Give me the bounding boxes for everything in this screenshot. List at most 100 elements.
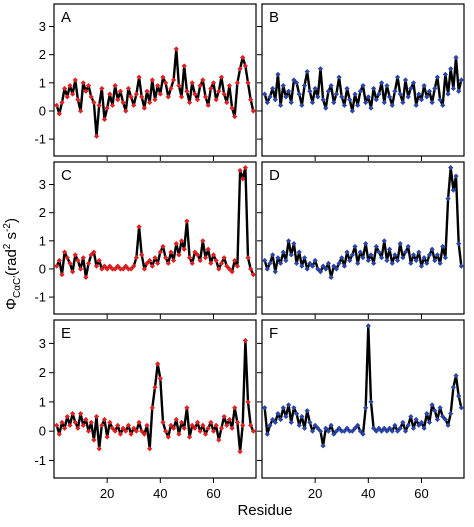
data-point xyxy=(141,105,147,111)
data-point xyxy=(96,257,102,264)
panel-a-frame xyxy=(53,3,257,157)
data-point xyxy=(365,323,371,329)
data-point xyxy=(400,419,406,426)
data-point xyxy=(429,246,435,252)
panel-b-frame xyxy=(261,3,465,157)
data-point xyxy=(205,425,211,431)
data-point xyxy=(280,83,286,89)
x-axis-title: Residue xyxy=(237,502,292,519)
data-point xyxy=(317,428,324,434)
data-point xyxy=(355,102,361,108)
data-point xyxy=(320,443,326,449)
data-point xyxy=(317,269,324,275)
data-point xyxy=(184,88,190,94)
data-point xyxy=(109,425,116,431)
data-point xyxy=(128,266,134,272)
data-point xyxy=(216,88,222,94)
data-point xyxy=(165,260,171,266)
data-point xyxy=(453,54,459,61)
data-point xyxy=(213,257,219,264)
data-point xyxy=(368,252,374,258)
data-point xyxy=(186,434,193,440)
y-tick-label: 1 xyxy=(39,233,46,248)
data-point xyxy=(160,419,166,426)
data-point xyxy=(437,405,443,411)
data-point xyxy=(70,91,76,97)
data-point xyxy=(288,419,294,426)
data-point xyxy=(176,431,182,437)
data-point xyxy=(123,263,129,269)
panel-f: 20 40 60 F xyxy=(257,319,465,501)
data-point xyxy=(336,425,342,431)
data-point xyxy=(408,85,414,92)
data-point xyxy=(410,80,417,86)
data-point xyxy=(171,425,177,431)
data-point xyxy=(221,91,227,97)
data-point xyxy=(400,99,406,106)
data-point xyxy=(363,241,369,247)
data-point xyxy=(341,102,347,108)
data-point xyxy=(59,419,65,426)
data-point xyxy=(434,74,441,80)
data-point xyxy=(333,266,340,272)
data-point xyxy=(91,249,97,255)
data-point xyxy=(107,263,113,269)
data-point xyxy=(123,108,129,114)
data-point xyxy=(424,260,430,266)
data-point xyxy=(54,422,60,428)
data-point xyxy=(291,405,297,411)
data-point xyxy=(216,266,222,272)
data-point xyxy=(432,257,438,264)
data-point xyxy=(331,99,337,106)
data-point xyxy=(226,416,233,423)
data-point xyxy=(307,88,313,94)
data-point xyxy=(413,416,419,423)
data-point xyxy=(117,431,124,437)
data-point xyxy=(115,422,121,428)
data-point xyxy=(405,243,411,250)
data-point xyxy=(392,422,398,428)
data-point xyxy=(67,260,73,266)
y-axis-unit-open: (rad xyxy=(3,249,20,276)
data-point xyxy=(307,419,313,426)
data-point xyxy=(242,337,248,344)
data-point xyxy=(178,238,185,244)
data-point xyxy=(376,91,382,97)
x-tick-label: 60 xyxy=(206,486,220,501)
data-point xyxy=(186,255,193,261)
x-tick-label: 40 xyxy=(153,486,167,501)
data-point xyxy=(117,88,124,94)
data-point xyxy=(365,257,371,264)
data-point xyxy=(120,99,126,106)
data-point xyxy=(331,263,337,269)
data-point xyxy=(99,85,105,92)
data-point xyxy=(242,63,248,69)
data-point xyxy=(197,428,203,434)
data-point xyxy=(210,428,217,434)
data-point xyxy=(410,252,417,258)
data-point xyxy=(285,88,292,94)
data-point xyxy=(88,94,94,100)
panel-f-label: F xyxy=(269,325,278,342)
data-point xyxy=(267,422,273,428)
data-point xyxy=(163,255,169,261)
data-point xyxy=(210,252,217,258)
x-tick-label: 20 xyxy=(100,486,114,501)
y-tick-label: 0 xyxy=(39,261,46,276)
data-point xyxy=(165,94,171,100)
data-point xyxy=(458,77,464,83)
data-point xyxy=(445,91,451,97)
data-point xyxy=(88,419,94,426)
data-point xyxy=(421,83,427,89)
data-point xyxy=(64,94,70,100)
data-point xyxy=(240,54,246,61)
data-point xyxy=(384,428,390,434)
y-axis-unit-exp1: 2 xyxy=(2,243,13,249)
data-point xyxy=(54,263,60,269)
data-point xyxy=(344,249,350,255)
x-tick-label: 20 xyxy=(308,486,322,501)
panel-a: -1 0 1 2 3A xyxy=(34,3,257,161)
data-point xyxy=(192,249,198,255)
data-point xyxy=(344,425,350,431)
data-point xyxy=(64,413,70,420)
